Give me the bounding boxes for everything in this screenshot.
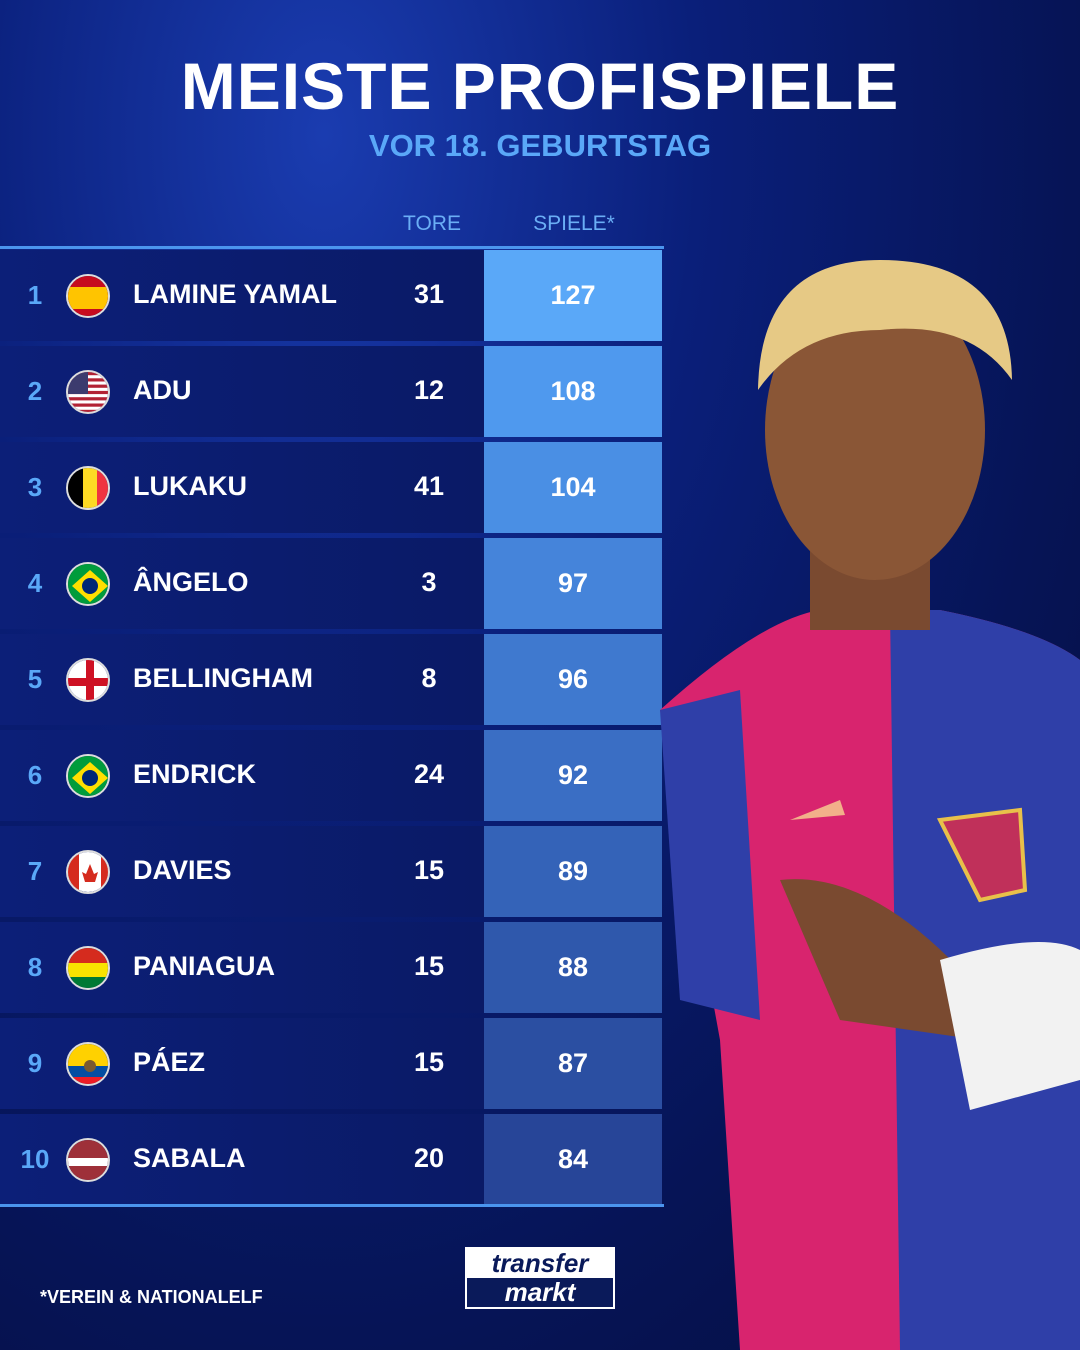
usa-flag-icon (66, 370, 110, 414)
player-name: ADU (133, 375, 192, 405)
bolivia-flag-icon (66, 946, 110, 990)
rank: 6 (27, 760, 43, 790)
games-value: 104 (484, 442, 662, 533)
table-row: 7 DAVIES 15 89 (0, 826, 662, 917)
logo-text-top: transfer (467, 1249, 613, 1278)
player-name: LUKAKU (133, 471, 247, 501)
player-name: LAMINE YAMAL (133, 279, 338, 309)
brazil-flag-icon (66, 754, 110, 798)
games-value: 97 (484, 538, 662, 629)
table-row: 6 ENDRICK 24 92 (0, 730, 662, 821)
player-photo (660, 260, 1080, 1350)
rank: 5 (27, 664, 43, 694)
goals-value: 15 (413, 951, 445, 981)
games-value: 108 (484, 346, 662, 437)
games-value: 84 (484, 1114, 662, 1205)
goals-value: 24 (413, 759, 445, 789)
rank: 4 (27, 568, 43, 598)
goals-value: 31 (413, 279, 445, 309)
transfermarkt-logo: transfer markt (465, 1247, 615, 1309)
table-row: 3 LUKAKU 41 104 (0, 442, 662, 533)
logo-text-bottom: markt (504, 1277, 576, 1307)
games-value: 88 (484, 922, 662, 1013)
games-value: 89 (484, 826, 662, 917)
games-value: 92 (484, 730, 662, 821)
player-name: SABALA (133, 1143, 246, 1173)
rank: 8 (27, 952, 43, 982)
page-subtitle: VOR 18. GEBURTSTAG (368, 128, 712, 163)
latvia-flag-icon (66, 1138, 110, 1182)
england-flag-icon (66, 658, 110, 702)
games-value: 96 (484, 634, 662, 725)
rank: 3 (27, 472, 43, 502)
table-bottom-divider (0, 1204, 664, 1207)
goals-value: 20 (413, 1143, 445, 1173)
goals-value: 15 (413, 855, 445, 885)
table-row: 2 ADU 12 108 (0, 346, 662, 437)
table-row: 5 BELLINGHAM 8 96 (0, 634, 662, 725)
games-value: 127 (484, 250, 662, 341)
footnote: *VEREIN & NATIONALELF (40, 1287, 263, 1307)
rank: 9 (27, 1048, 43, 1078)
spain-flag-icon (66, 274, 110, 318)
table-row: 9 PÁEZ 15 87 (0, 1018, 662, 1109)
goals-value: 12 (413, 375, 445, 405)
table-top-divider (0, 246, 664, 249)
table-row: 10 SABALA 20 84 (0, 1114, 662, 1205)
player-name: ENDRICK (133, 759, 257, 789)
rank: 1 (27, 280, 43, 310)
player-name: ÂNGELO (133, 567, 249, 597)
ecuador-flag-icon (66, 1042, 110, 1086)
table-row: 4 ÂNGELO 3 97 (0, 538, 662, 629)
goals-value: 8 (421, 663, 437, 693)
games-value: 87 (484, 1018, 662, 1109)
canada-flag-icon (66, 850, 110, 894)
player-name: DAVIES (133, 855, 232, 885)
player-name: BELLINGHAM (133, 663, 313, 693)
column-header-spiele: SPIELE* (533, 212, 615, 235)
column-header-tore: TORE (403, 212, 461, 235)
goals-value: 15 (413, 1047, 445, 1077)
goals-value: 41 (413, 471, 445, 501)
rank: 2 (27, 376, 43, 406)
table-row: 8 PANIAGUA 15 88 (0, 922, 662, 1013)
rank: 10 (20, 1144, 50, 1174)
page-title: MEISTE PROFISPIELE (180, 49, 900, 123)
player-name: PANIAGUA (133, 951, 276, 981)
rank: 7 (27, 856, 43, 886)
player-name: PÁEZ (133, 1047, 206, 1077)
goals-value: 3 (421, 567, 437, 597)
brazil-flag-icon (66, 562, 110, 606)
belgium-flag-icon (66, 466, 110, 510)
table-row: 1 LAMINE YAMAL 31 127 (0, 250, 662, 341)
